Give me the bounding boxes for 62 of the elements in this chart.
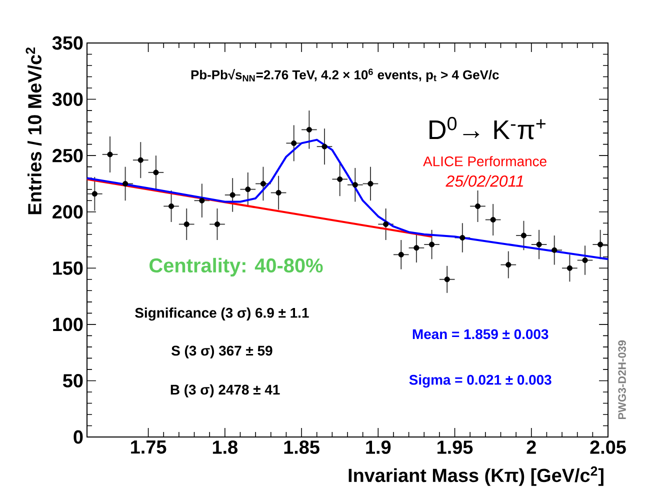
x-tick-label: 1.75 bbox=[131, 440, 166, 454]
point bbox=[291, 140, 297, 146]
point bbox=[122, 180, 128, 186]
point bbox=[398, 252, 404, 258]
point bbox=[337, 176, 343, 182]
point bbox=[245, 186, 251, 192]
point bbox=[444, 276, 450, 282]
point bbox=[306, 126, 312, 132]
point bbox=[520, 232, 527, 238]
y-tick-label: 50 bbox=[63, 374, 83, 388]
y-tick-label: 100 bbox=[53, 318, 83, 332]
text: PWG3-D2H-039 bbox=[618, 340, 626, 420]
point bbox=[552, 247, 558, 253]
annotation: Centrality: 40-80% bbox=[150, 258, 323, 276]
annotation: Significance (3 σ) 6.9 ± 1.1 bbox=[135, 308, 309, 321]
x-tick-label: 1.8 bbox=[212, 440, 238, 454]
point bbox=[184, 221, 190, 228]
x-tick-label: 2 bbox=[526, 440, 536, 454]
x-tick-label: 1.95 bbox=[438, 440, 473, 454]
point bbox=[230, 192, 236, 198]
y-tick-label: 300 bbox=[52, 92, 83, 106]
annotation: Sigma = 0.021 ± 0.003 bbox=[409, 374, 552, 388]
y-tick-label: 250 bbox=[52, 148, 83, 162]
annotation: ALICE Performance bbox=[423, 156, 546, 166]
point bbox=[214, 221, 220, 228]
point bbox=[368, 180, 374, 186]
point bbox=[199, 198, 205, 204]
point bbox=[168, 203, 174, 210]
y-tick-label: 150 bbox=[53, 261, 83, 275]
annotation: Pb-Pb√s$_{NN}$=2.76 TeV, 4.2 × 10$^{6}$ events, p$_{t}$ > 4 GeV/c bbox=[191, 68, 499, 82]
point bbox=[107, 152, 113, 158]
point bbox=[153, 170, 159, 176]
point bbox=[460, 234, 466, 241]
point bbox=[383, 221, 389, 228]
point bbox=[92, 191, 98, 197]
point bbox=[490, 216, 496, 223]
x-tick-label: 2.05 bbox=[590, 440, 626, 454]
annotation: Mean = 1.859 ± 0.003 bbox=[412, 329, 548, 340]
annotation: D$^{0}$→ K$^{-}$π$^{+}$ bbox=[430, 116, 546, 140]
point bbox=[414, 245, 420, 251]
point bbox=[352, 182, 358, 188]
y-tick-label: 350 bbox=[52, 36, 83, 50]
point bbox=[428, 242, 435, 248]
point bbox=[322, 144, 328, 150]
point bbox=[276, 190, 282, 196]
point bbox=[582, 257, 588, 264]
annotation: B (3 σ) 2478 ± 41 bbox=[170, 384, 280, 398]
point bbox=[506, 262, 512, 268]
y-tick-label: 0 bbox=[74, 430, 83, 444]
x-tick-label: 1.9 bbox=[366, 440, 391, 454]
point bbox=[598, 242, 604, 248]
annotation: S (3 σ) 367 ± 59 bbox=[171, 345, 272, 358]
annotation: 25/02/2011 bbox=[446, 175, 523, 187]
point bbox=[536, 242, 542, 248]
x-tick-label: 1.85 bbox=[284, 440, 320, 454]
point bbox=[566, 265, 572, 271]
point bbox=[474, 203, 481, 210]
x-axis-title: Invariant Mass (Kπ) [GeV/c$^{2}$] bbox=[348, 466, 604, 486]
point bbox=[138, 157, 144, 163]
y-tick-label: 200 bbox=[52, 205, 83, 219]
point bbox=[260, 180, 266, 186]
y-axis-title: Entries / 10 MeV/c$^{2}$ bbox=[26, 48, 42, 214]
